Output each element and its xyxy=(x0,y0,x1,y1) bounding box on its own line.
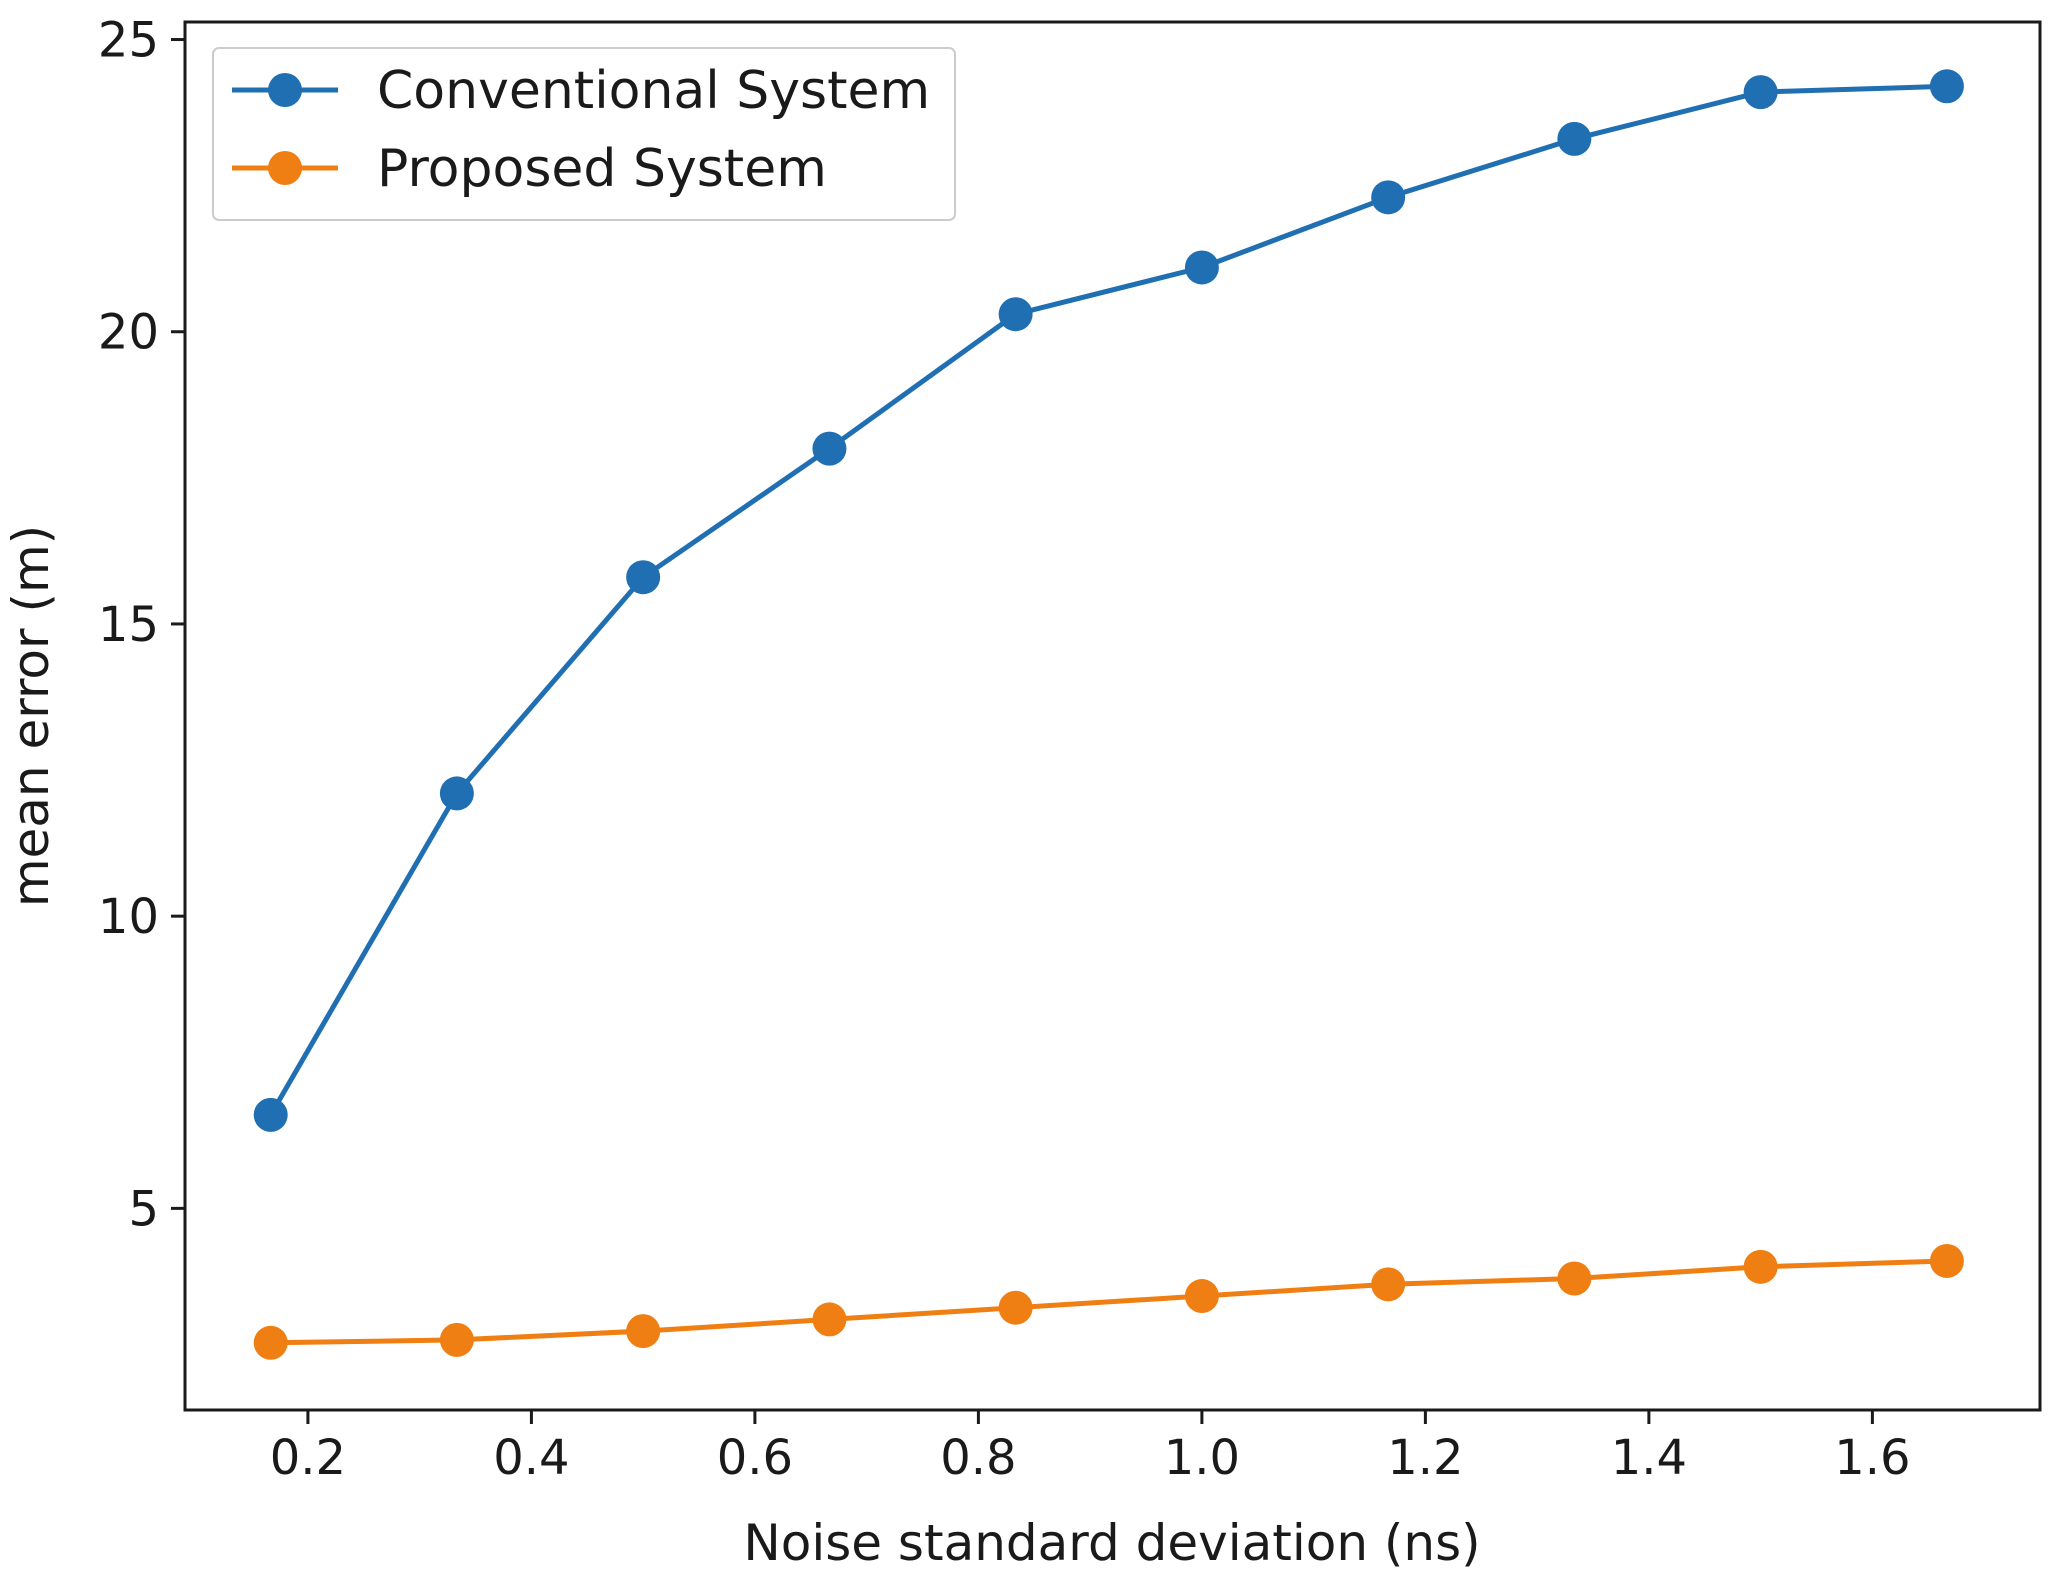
data-point-conventional-system xyxy=(998,297,1033,332)
data-point-conventional-system xyxy=(626,560,661,595)
data-point-proposed-system xyxy=(439,1322,474,1357)
data-point-conventional-system xyxy=(1371,180,1406,215)
legend-label-conventional: Conventional System xyxy=(377,61,930,121)
x-tick-label: 0.2 xyxy=(270,1430,346,1486)
data-point-proposed-system xyxy=(998,1290,1033,1325)
y-tick-label: 10 xyxy=(98,889,159,945)
data-point-proposed-system xyxy=(626,1314,661,1349)
data-point-conventional-system xyxy=(439,776,474,811)
data-point-conventional-system xyxy=(253,1097,288,1132)
y-tick-label: 5 xyxy=(128,1181,159,1237)
data-point-conventional-system xyxy=(812,431,847,466)
data-point-conventional-system xyxy=(1184,250,1219,285)
data-point-conventional-system xyxy=(1929,69,1964,104)
plot-frame xyxy=(183,20,2042,1412)
legend-label-proposed: Proposed System xyxy=(377,139,827,199)
x-tick-label: 1.0 xyxy=(1164,1430,1240,1486)
data-point-proposed-system xyxy=(1184,1279,1219,1314)
legend-frame xyxy=(212,47,956,221)
x-tick-label: 0.6 xyxy=(717,1430,793,1486)
data-point-proposed-system xyxy=(1557,1261,1592,1296)
plot-background xyxy=(185,22,2040,1410)
x-tick-label: 1.4 xyxy=(1611,1430,1687,1486)
series-line-conventional-system xyxy=(268,83,1947,1117)
x-tick-label: 1.2 xyxy=(1387,1430,1463,1486)
data-point-proposed-system xyxy=(1929,1243,1964,1278)
series-line-proposed-system xyxy=(270,1258,1947,1346)
x-tick-label: 0.8 xyxy=(940,1430,1016,1486)
series-layer xyxy=(253,69,1964,1360)
y-tick-label: 25 xyxy=(98,13,159,69)
data-point-proposed-system xyxy=(1743,1249,1778,1284)
y-tick-label: 15 xyxy=(98,597,159,653)
data-point-proposed-system xyxy=(253,1325,288,1360)
x-axis-label: Noise standard deviation (ns) xyxy=(743,1514,1480,1572)
y-tick-label: 20 xyxy=(98,305,159,361)
legend: Conventional System Proposed System xyxy=(212,47,956,221)
data-point-conventional-system xyxy=(1557,121,1592,156)
data-point-proposed-system xyxy=(1371,1267,1406,1302)
legend-marker-proposed xyxy=(268,151,302,185)
x-tick-label: 0.4 xyxy=(493,1430,569,1486)
data-point-proposed-system xyxy=(812,1302,847,1337)
data-point-conventional-system xyxy=(1743,75,1778,110)
x-axis: 0.2 0.4 0.6 0.8 1.0 1.2 1.4 1.6 xyxy=(270,1410,1911,1486)
legend-marker-conventional xyxy=(268,73,302,107)
x-tick-label: 1.6 xyxy=(1834,1430,1910,1486)
y-axis: 5 10 15 20 25 xyxy=(98,13,185,1237)
y-axis-label: mean error (m) xyxy=(2,525,60,907)
